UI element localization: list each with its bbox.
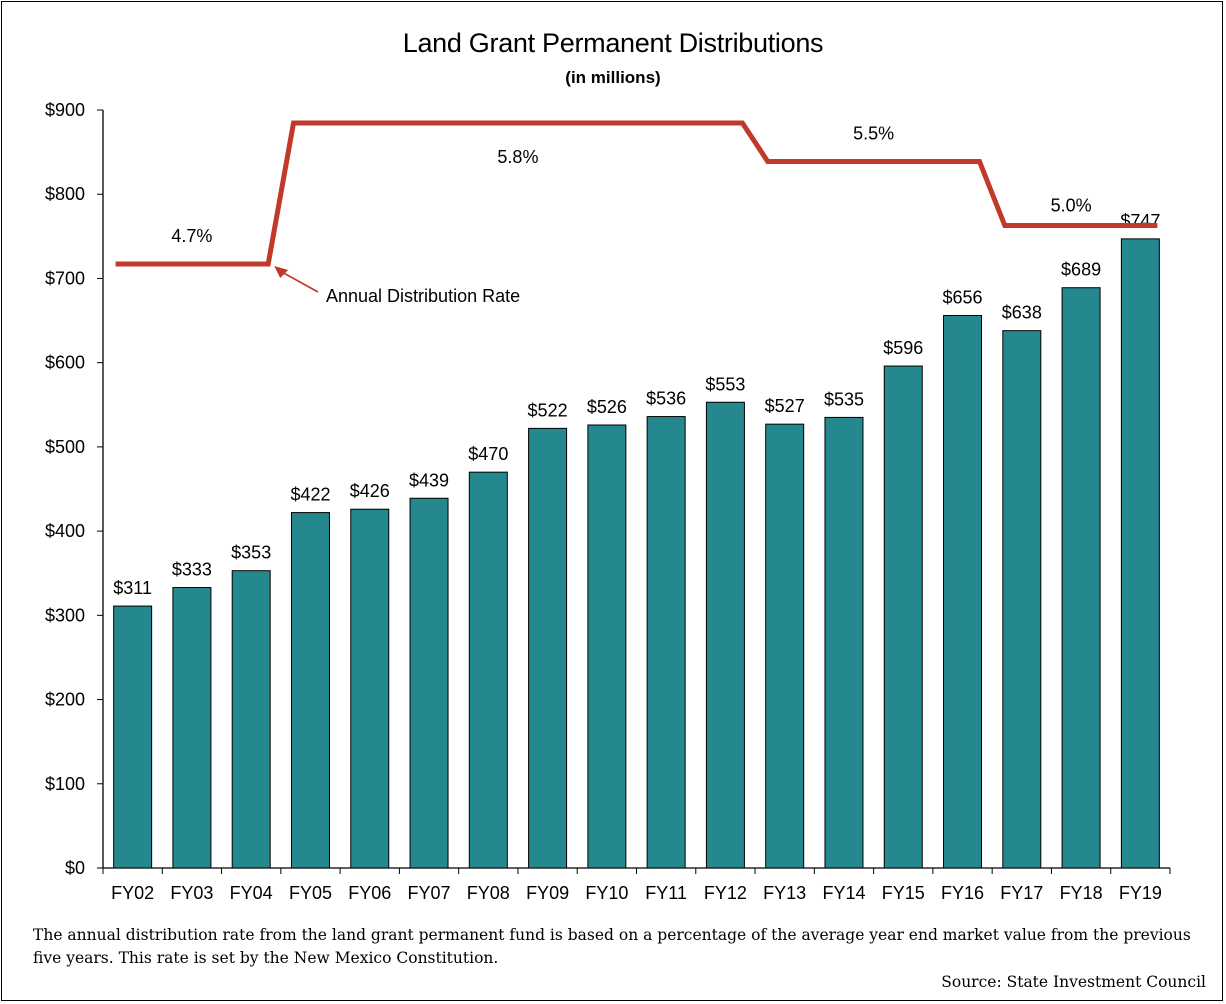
bar-fy08 bbox=[468, 471, 508, 869]
y-tick-label: $100 bbox=[45, 774, 85, 794]
x-tick-label: FY07 bbox=[408, 883, 451, 903]
data-label-fy18: $689 bbox=[1061, 260, 1101, 280]
x-tick-label: FY19 bbox=[1119, 883, 1162, 903]
rate-label-5-5pct: 5.5% bbox=[853, 123, 894, 143]
bar-fy09 bbox=[528, 427, 568, 869]
bar-fy06 bbox=[350, 508, 390, 869]
x-tick-label: FY06 bbox=[348, 883, 391, 903]
bar-fy07 bbox=[409, 497, 449, 869]
annotation-label: Annual Distribution Rate bbox=[326, 286, 520, 306]
data-label-fy02: $311 bbox=[113, 578, 152, 598]
y-tick-label: $400 bbox=[45, 521, 85, 541]
distribution-rate-line bbox=[115, 120, 1158, 267]
data-label-fy11: $536 bbox=[646, 389, 686, 409]
bar-fy11 bbox=[646, 416, 686, 869]
x-tick-label: FY08 bbox=[467, 883, 510, 903]
data-label-fy07: $439 bbox=[409, 470, 449, 490]
data-label-fy09: $522 bbox=[528, 400, 568, 420]
x-tick-label: FY15 bbox=[882, 883, 925, 903]
x-tick-label: FY02 bbox=[111, 883, 154, 903]
source-note: Source: State Investment Council bbox=[941, 973, 1206, 991]
y-tick-label: $900 bbox=[45, 100, 85, 120]
bar-fy17 bbox=[1002, 330, 1042, 869]
x-tick-label: FY03 bbox=[170, 883, 213, 903]
bar-fy15 bbox=[883, 365, 923, 869]
data-label-fy15: $596 bbox=[883, 338, 923, 358]
data-label-fy14: $535 bbox=[824, 389, 864, 409]
bar-fy10 bbox=[587, 424, 627, 869]
bar-fy05 bbox=[290, 512, 330, 869]
y-tick-label: $700 bbox=[45, 268, 85, 288]
rate-label-5-8pct: 5.8% bbox=[497, 147, 538, 167]
bar-fy16 bbox=[943, 315, 983, 869]
annotation-arrowhead bbox=[274, 266, 289, 278]
bar-fy03 bbox=[172, 587, 212, 869]
data-label-fy04: $353 bbox=[231, 543, 271, 563]
x-tick-label: FY18 bbox=[1060, 883, 1103, 903]
footnote: The annual distribution rate from the la… bbox=[33, 926, 1191, 967]
rate-label-4-7pct: 4.7% bbox=[171, 226, 212, 246]
annotation-arrow-line bbox=[277, 269, 319, 293]
data-label-fy13: $527 bbox=[765, 396, 805, 416]
y-tick-label: $0 bbox=[65, 858, 85, 878]
y-tick-label: $200 bbox=[45, 690, 85, 710]
y-tick-label: $800 bbox=[45, 184, 85, 204]
x-tick-label: FY13 bbox=[763, 883, 806, 903]
x-tick-label: FY10 bbox=[585, 883, 628, 903]
y-tick-label: $600 bbox=[45, 353, 85, 373]
x-tick-label: FY05 bbox=[289, 883, 332, 903]
data-label-fy10: $526 bbox=[587, 397, 627, 417]
x-tick-label: FY12 bbox=[704, 883, 747, 903]
bar-fy18 bbox=[1061, 287, 1101, 869]
rate-label-5-0pct: 5.0% bbox=[1051, 196, 1092, 216]
bar-fy02 bbox=[113, 605, 153, 869]
bar-fy12 bbox=[705, 401, 745, 869]
data-label-fy03: $333 bbox=[172, 560, 212, 580]
x-tick-label: FY09 bbox=[526, 883, 569, 903]
data-label-fy12: $553 bbox=[705, 374, 745, 394]
data-label-fy17: $638 bbox=[1002, 303, 1042, 323]
bar-fy14 bbox=[824, 416, 864, 869]
data-label-fy16: $656 bbox=[943, 288, 983, 308]
chart-subtitle: (in millions) bbox=[565, 68, 661, 87]
y-tick-label: $300 bbox=[45, 605, 85, 625]
data-label-fy06: $426 bbox=[350, 481, 390, 501]
x-tick-label: FY16 bbox=[941, 883, 984, 903]
x-tick-label: FY04 bbox=[230, 883, 273, 903]
bar-fy13 bbox=[765, 423, 805, 869]
data-label-fy05: $422 bbox=[290, 485, 330, 505]
x-tick-label: FY14 bbox=[822, 883, 865, 903]
x-tick-label: FY11 bbox=[645, 883, 687, 903]
data-label-fy08: $470 bbox=[468, 444, 508, 464]
y-tick-label: $500 bbox=[45, 437, 85, 457]
chart-title: Land Grant Permanent Distributions bbox=[402, 28, 824, 58]
bar-fy19 bbox=[1120, 238, 1160, 869]
x-tick-label: FY17 bbox=[1000, 883, 1043, 903]
bar-fy04 bbox=[231, 570, 271, 869]
